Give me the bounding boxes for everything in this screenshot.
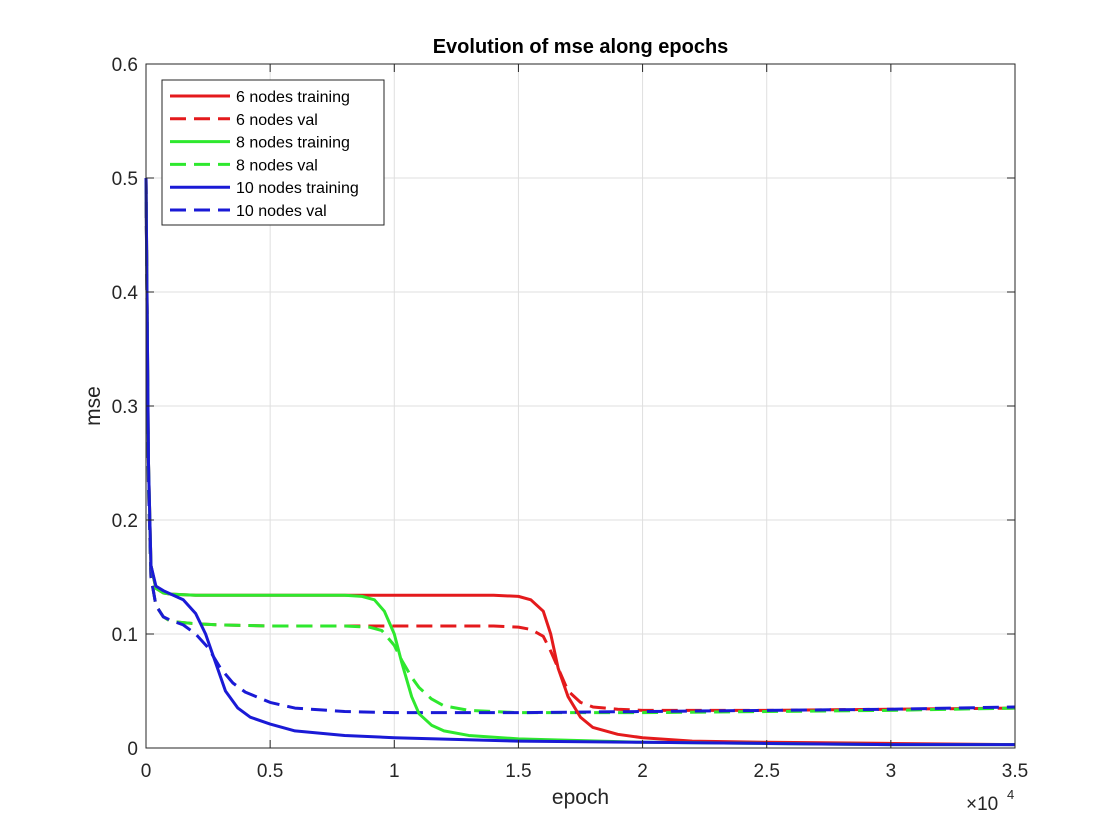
series-line-2 bbox=[144, 177, 1015, 747]
y-tick-label: 0.4 bbox=[112, 283, 139, 304]
y-tick-label: 0 bbox=[127, 739, 138, 760]
grid bbox=[146, 64, 1015, 748]
chart-title: Evolution of mse along epochs bbox=[433, 36, 729, 58]
x-tick-label: 1 bbox=[389, 761, 400, 782]
y-tick-label: 0.6 bbox=[112, 55, 138, 76]
legend-label: 8 nodes training bbox=[236, 135, 350, 152]
y-tick-label: 0.5 bbox=[112, 169, 138, 190]
legend-label: 8 nodes val bbox=[236, 157, 318, 174]
legend-label: 6 nodes training bbox=[236, 89, 350, 106]
x-tick-label: 3.5 bbox=[1002, 761, 1028, 782]
x-tick-label: 3 bbox=[886, 761, 897, 782]
legend-label: 10 nodes training bbox=[236, 180, 359, 197]
y-tick-label: 0.3 bbox=[112, 397, 138, 418]
y-tick-label: 0.2 bbox=[112, 511, 138, 532]
series-line-5 bbox=[144, 177, 1016, 715]
x-tick-label: 2 bbox=[637, 761, 648, 782]
legend-label: 6 nodes val bbox=[236, 112, 318, 129]
legend-box bbox=[161, 79, 385, 226]
series-lines bbox=[144, 177, 1016, 747]
y-tick-label: 0.1 bbox=[112, 625, 138, 646]
x-tick-label: 2.5 bbox=[754, 761, 780, 782]
ticks: 0 0.5 1 1.5 2 2.5 3 3.5 0 0.1 0.2 0.3 0.4 0.5 0.6 bbox=[112, 55, 1029, 782]
series-line-4 bbox=[144, 177, 1015, 747]
x-axis-multiplier: ×10 4 bbox=[966, 787, 1014, 815]
legend: 6 nodes training 6 nodes val 8 nodes train… bbox=[161, 79, 385, 226]
svg-text:4: 4 bbox=[1007, 787, 1014, 802]
x-tick-label: 0 bbox=[141, 761, 152, 782]
x-tick-label: 1.5 bbox=[505, 761, 531, 782]
y-axis-label: mse bbox=[82, 386, 105, 426]
svg-text:×10: ×10 bbox=[966, 794, 998, 815]
x-tick-label: 0.5 bbox=[257, 761, 283, 782]
x-axis-label: epoch bbox=[552, 786, 609, 809]
legend-label: 10 nodes val bbox=[236, 203, 327, 220]
